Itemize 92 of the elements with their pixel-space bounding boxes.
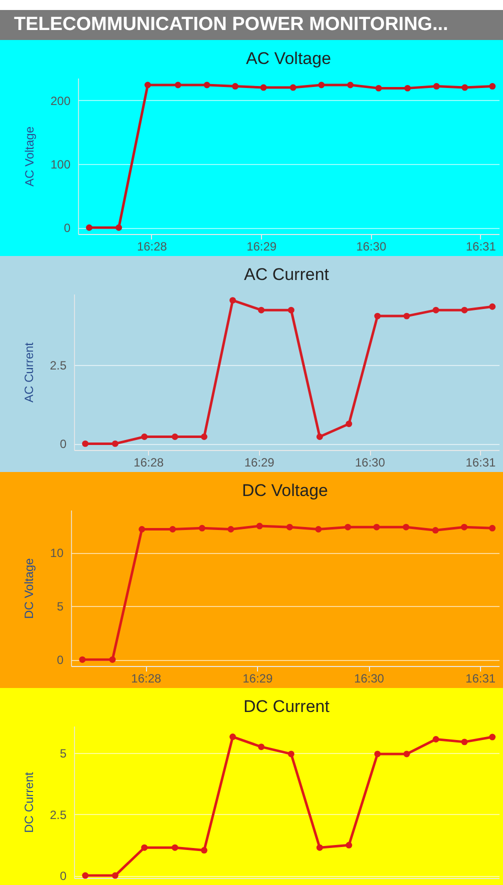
point [112, 872, 118, 879]
point [258, 744, 265, 750]
point [374, 312, 381, 320]
point [258, 306, 265, 314]
x-tick-label: 16:28 [131, 672, 162, 686]
point [402, 524, 410, 530]
point [82, 872, 89, 879]
text: TELECOMMUNICATION POWER MONITORING... [0, 0, 503, 40]
point [260, 84, 267, 91]
point [489, 83, 496, 90]
y-tick-label: 100 [50, 157, 71, 172]
point [116, 224, 122, 231]
point [316, 844, 323, 851]
y-tick-label: 2.5 [50, 808, 67, 822]
y-tick-label: 0 [56, 653, 64, 668]
x-tick-label: 16:29 [246, 240, 277, 254]
point [432, 306, 440, 314]
y-tick-label: 200 [50, 94, 71, 108]
point [375, 84, 382, 92]
point [432, 527, 439, 534]
point [256, 522, 263, 530]
x-tick-label: 16:30 [356, 240, 387, 254]
point [174, 82, 182, 88]
point [228, 526, 234, 532]
point [204, 82, 210, 88]
point [169, 526, 176, 532]
point [346, 842, 352, 848]
chart-title: AC Current [244, 265, 330, 284]
point [489, 303, 496, 310]
y-axis-title: DC Voltage [22, 558, 36, 619]
point [461, 306, 468, 314]
point [346, 420, 352, 428]
point [86, 224, 92, 231]
point [404, 84, 411, 92]
point [232, 83, 238, 90]
point [200, 847, 208, 854]
point [82, 440, 89, 447]
y-tick-label: 5 [56, 600, 64, 614]
point [112, 440, 118, 447]
y-tick-label: 0 [60, 437, 67, 452]
y-tick-label: 5 [60, 746, 67, 760]
point [315, 526, 322, 532]
point [109, 656, 116, 663]
chart-title: DC Current [244, 697, 330, 716]
point [432, 736, 440, 742]
x-tick-label: 16:31 [466, 240, 496, 254]
y-axis-title: AC Voltage [22, 126, 36, 187]
point [316, 434, 323, 440]
point [403, 312, 410, 320]
y-axis-title: DC Current [22, 772, 36, 833]
point [373, 524, 380, 530]
point [229, 297, 236, 304]
point [461, 738, 468, 746]
x-tick-label: 16:29 [244, 456, 275, 470]
point [200, 434, 208, 440]
point [141, 844, 148, 851]
x-tick-label: 16:28 [136, 240, 168, 254]
point [433, 83, 440, 90]
point [138, 526, 146, 532]
point [288, 750, 294, 758]
point [344, 524, 352, 530]
y-axis-title: AC Current [22, 342, 36, 403]
point [460, 524, 468, 530]
point [489, 524, 496, 532]
point [347, 82, 354, 88]
x-tick-label: 16:31 [466, 456, 496, 470]
y-tick-label: 0 [64, 221, 71, 236]
point [172, 434, 178, 440]
y-tick-label: 10 [50, 546, 64, 560]
point [489, 734, 496, 740]
point [144, 82, 151, 88]
x-tick-label: 16:30 [354, 672, 384, 686]
point [318, 82, 325, 88]
y-tick-label: 0 [60, 869, 67, 884]
point [403, 750, 410, 758]
point [172, 844, 178, 851]
point [141, 434, 148, 440]
x-tick-label: 16:30 [354, 456, 386, 470]
point [79, 656, 86, 663]
chart-title: AC Voltage [246, 49, 332, 68]
y-tick-label: 2.5 [50, 358, 67, 372]
point [374, 750, 381, 758]
x-tick-label: 16:28 [134, 456, 164, 470]
point [229, 734, 236, 740]
chart-title: DC Voltage [242, 481, 328, 500]
point [198, 524, 206, 532]
point [290, 84, 296, 91]
point [288, 306, 294, 314]
x-tick-label: 16:31 [466, 672, 496, 686]
point [462, 84, 468, 91]
point [286, 524, 293, 530]
x-tick-label: 16:29 [242, 672, 273, 686]
